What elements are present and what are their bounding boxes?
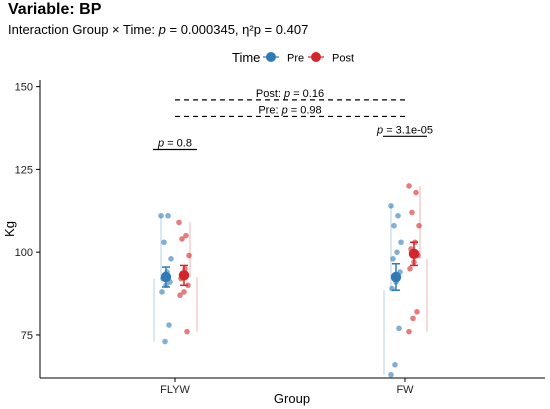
- subtitle-prefix: Interaction Group × Time:: [8, 22, 159, 37]
- data-point: [413, 189, 419, 196]
- p-value-label: Post: p = 0.16: [256, 88, 324, 100]
- subtitle-p-symbol: p: [158, 22, 166, 37]
- data-point: [186, 252, 192, 259]
- data-point: [406, 328, 412, 335]
- legend-pre-label: Pre: [287, 53, 304, 65]
- data-point: [409, 209, 415, 216]
- data-point: [388, 371, 394, 378]
- mean-point: [178, 270, 190, 281]
- p-value-label: Pre: p = 0.98: [258, 104, 321, 116]
- mean-point: [408, 248, 420, 260]
- subtitle-eta: η²p = 0.407: [242, 22, 309, 37]
- data-point: [168, 255, 174, 262]
- data-point: [159, 289, 165, 295]
- data-point: [398, 239, 404, 246]
- legend: Time Pre Post: [232, 50, 354, 65]
- data-point: [162, 338, 168, 345]
- chart-title: Variable: BP: [8, 1, 102, 18]
- p-value-label: p = 3.1e-05: [376, 124, 433, 136]
- mean-point: [160, 271, 172, 283]
- subtitle-p-value: = 0.000345,: [165, 22, 243, 37]
- data-point: [184, 328, 190, 335]
- y-tick-label: 75: [21, 330, 33, 342]
- legend-pre-key: [266, 52, 276, 62]
- data-point: [391, 222, 397, 229]
- y-axis-label: Kg: [2, 221, 17, 237]
- x-tick-label: FLYW: [160, 384, 190, 396]
- data-point: [179, 236, 185, 242]
- data-point: [410, 315, 416, 322]
- data-point: [396, 325, 402, 332]
- data-point: [406, 183, 412, 189]
- chart-subtitle: Interaction Group × Time: p = 0.000345, …: [8, 22, 308, 37]
- data-point: [158, 212, 164, 219]
- data-point: [166, 322, 172, 328]
- y-tick-label: 100: [15, 247, 33, 259]
- data-point: [394, 249, 400, 255]
- data-point: [388, 203, 394, 209]
- data-point: [390, 255, 396, 262]
- legend-post-key: [311, 52, 321, 62]
- mean-point: [390, 271, 402, 283]
- p-value-label: p = 0.8: [157, 138, 192, 150]
- y-tick-label: 125: [15, 164, 33, 176]
- data-point: [416, 222, 422, 229]
- data-point: [181, 289, 187, 295]
- data-point: [414, 308, 420, 315]
- data-point: [395, 212, 401, 219]
- data-point: [392, 361, 398, 368]
- data-point: [176, 219, 182, 226]
- y-tick-label: 150: [15, 82, 33, 94]
- data-point: [177, 292, 183, 299]
- legend-title: Time: [232, 50, 260, 65]
- data-point: [183, 232, 189, 239]
- data-point: [407, 265, 413, 272]
- x-axis-label: Group: [274, 391, 310, 406]
- data-point: [165, 212, 171, 219]
- x-tick-label: FW: [396, 384, 414, 396]
- legend-post-label: Post: [332, 53, 354, 65]
- data-point: [161, 239, 167, 246]
